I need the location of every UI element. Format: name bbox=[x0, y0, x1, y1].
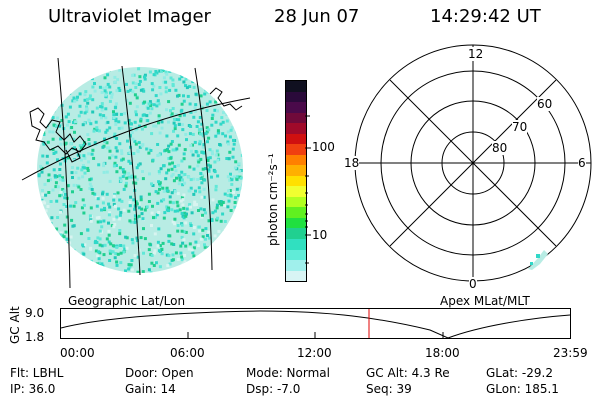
coastline-outline bbox=[29, 87, 243, 163]
dsp-info: Dsp: -7.0 bbox=[246, 382, 301, 396]
time-label-1800: 18:00 bbox=[425, 346, 460, 360]
intensity-colorbar bbox=[285, 80, 307, 282]
time-label: 14:29:42 UT bbox=[430, 6, 541, 27]
time-label-0600: 06:00 bbox=[170, 346, 205, 360]
gain-info: Gain: 14 bbox=[125, 382, 176, 396]
door-info: Door: Open bbox=[125, 366, 194, 380]
time-label-0000: 00:00 bbox=[60, 346, 95, 360]
geographic-grid bbox=[21, 57, 251, 289]
time-label-1200: 12:00 bbox=[297, 346, 332, 360]
instrument-title: Ultraviolet Imager bbox=[48, 6, 211, 27]
mlat-label-80: 80 bbox=[492, 141, 508, 155]
mlt-label-0: 0 bbox=[469, 277, 477, 291]
uv-image-panel bbox=[21, 57, 251, 289]
time-label-2359: 23:59 bbox=[553, 346, 588, 360]
meridian-line bbox=[194, 67, 213, 271]
latitude-line bbox=[21, 97, 251, 181]
uv-image-disc bbox=[37, 67, 243, 273]
altitude-curve bbox=[60, 310, 571, 339]
magnetic-polar-plot bbox=[354, 44, 592, 282]
polar-emission-patch bbox=[528, 250, 548, 270]
glon-info: GLon: 185.1 bbox=[486, 382, 559, 396]
mlat-label-60: 60 bbox=[537, 97, 553, 111]
colorbar-tick-100: 100 bbox=[312, 140, 335, 154]
date-label: 28 Jun 07 bbox=[274, 6, 360, 27]
glat-info: GLat: -29.2 bbox=[486, 366, 553, 380]
ip-info: IP: 36.0 bbox=[10, 382, 56, 396]
colorbar-ticks bbox=[305, 115, 311, 264]
polar-axis bbox=[389, 79, 557, 247]
mlt-label-12: 12 bbox=[467, 47, 485, 61]
orbit-altitude-timeline bbox=[60, 308, 571, 339]
colorbar-tick-10: 10 bbox=[312, 228, 328, 242]
meridian-line bbox=[57, 57, 71, 289]
timeline-ymax: 9.0 bbox=[25, 306, 45, 320]
timeline-left-title: Geographic Lat/Lon bbox=[68, 294, 186, 308]
mlt-label-18: 18 bbox=[344, 156, 360, 170]
mlat-label-70: 70 bbox=[512, 120, 528, 134]
timeline-ymin: 1.8 bbox=[25, 330, 45, 344]
meridian-line bbox=[121, 65, 141, 276]
mlt-label-6: 6 bbox=[578, 156, 586, 170]
mode-info: Mode: Normal bbox=[246, 366, 330, 380]
colorbar-unit-label: photon cm⁻²s⁻¹ bbox=[266, 153, 280, 246]
filter-info: Flt: LBHL bbox=[10, 366, 64, 380]
timeline-right-title: Apex MLat/MLT bbox=[440, 294, 530, 308]
timeline-ylabel: GC Alt bbox=[8, 306, 22, 344]
seq-info: Seq: 39 bbox=[366, 382, 412, 396]
gc-alt-info: GC Alt: 4.3 Re bbox=[366, 366, 450, 380]
